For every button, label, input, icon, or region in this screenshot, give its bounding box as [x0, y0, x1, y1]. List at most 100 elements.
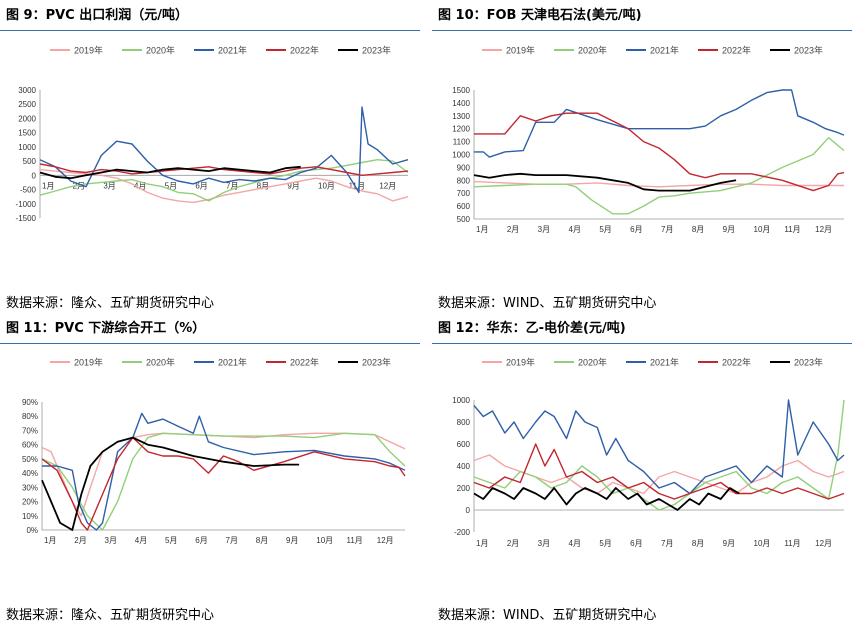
x-tick-label: 8月 — [692, 225, 704, 234]
x-tick-label: 7月 — [661, 539, 673, 548]
x-tick-label: 5月 — [165, 181, 177, 190]
x-tick-label: 1月 — [42, 181, 54, 190]
x-tick-label: 12月 — [377, 536, 394, 545]
y-tick-label: 500 — [457, 215, 471, 224]
x-tick-label: 2月 — [507, 225, 519, 234]
y-tick-label: -1500 — [16, 214, 37, 223]
chart-plot: 2019年 2020年 2021年 2022年 2023年 1500 1400 1300 120… — [452, 45, 845, 234]
x-tick-label: 1月 — [476, 225, 488, 234]
x-tick-label: 12月 — [815, 225, 832, 234]
y-tick-label: -200 — [454, 528, 471, 537]
chart-source: 数据来源：隆众、五矿期货研究中心 — [6, 296, 215, 311]
series-line — [41, 436, 300, 531]
y-tick-label: 70% — [22, 426, 38, 435]
legend-label: 2021年 — [650, 357, 679, 368]
chart-source: 数据来源：WIND、五矿期货研究中心 — [438, 608, 657, 623]
x-tick-label: 5月 — [599, 225, 611, 234]
x-tick-label: 2月 — [74, 536, 86, 545]
series-line — [474, 112, 845, 192]
x-tick-label: 6月 — [195, 181, 207, 190]
legend-label: 2019年 — [74, 45, 103, 56]
y-tick-label: 800 — [457, 176, 471, 185]
x-tick-label: 7月 — [226, 536, 238, 545]
y-tick-label: 40% — [22, 469, 38, 478]
chart-source: 数据来源：WIND、五矿期货研究中心 — [438, 296, 657, 311]
series-line — [39, 163, 409, 177]
series-line — [473, 487, 740, 511]
y-tick-label: -500 — [20, 186, 37, 195]
series-line — [473, 399, 845, 495]
y-tick-label: 20% — [22, 498, 38, 507]
x-tick-label: 4月 — [569, 225, 581, 234]
legend-label: 2019年 — [74, 357, 103, 368]
chart-title: 图 11：PVC 下游综合开工（%） — [6, 321, 206, 336]
y-tick-label: 400 — [457, 462, 471, 471]
y-tick-label: 1100 — [453, 138, 471, 147]
y-tick-label: 10% — [22, 512, 38, 521]
x-tick-label: 9月 — [287, 181, 299, 190]
x-tick-label: 7月 — [226, 181, 238, 190]
series-line — [41, 436, 406, 531]
x-tick-label: 6月 — [630, 539, 642, 548]
series-line — [39, 165, 301, 180]
x-tick-label: 10月 — [318, 181, 335, 190]
y-tick-label: 0 — [466, 506, 471, 515]
chart-title: 图 12：华东：乙-电价差(元/吨) — [438, 321, 626, 336]
title-divider — [432, 343, 852, 344]
y-tick-label: 1000 — [452, 151, 470, 160]
y-tick-label: 60% — [22, 441, 38, 450]
series-line — [473, 399, 845, 511]
chart-plot: 2019年 2020年 2021年 2022年 2023年 3000 2500 2000 150… — [16, 45, 409, 223]
x-tick-label: 5月 — [165, 536, 177, 545]
y-tick-label: 50% — [22, 455, 38, 464]
x-tick-label: 4月 — [134, 181, 146, 190]
chart-plot: 2019年 2020年 2021年 2022年 2023年 1000 800 600 400 20… — [452, 357, 845, 548]
legend-label: 2019年 — [506, 357, 535, 368]
x-tick-label: 10月 — [754, 225, 771, 234]
series-line — [473, 172, 737, 192]
series-line — [473, 136, 845, 215]
x-tick-label: 8月 — [256, 536, 268, 545]
legend-label: 2023年 — [362, 357, 391, 368]
x-tick-label: 1月 — [44, 536, 56, 545]
x-tick-label: 9月 — [723, 539, 735, 548]
x-tick-label: 8月 — [257, 181, 269, 190]
y-tick-label: 2000 — [18, 114, 36, 123]
x-tick-label: 11月 — [349, 181, 365, 190]
x-tick-label: 9月 — [286, 536, 298, 545]
y-tick-label: 900 — [457, 163, 471, 172]
x-tick-label: 9月 — [723, 225, 735, 234]
legend-label: 2022年 — [290, 45, 319, 56]
series-line — [41, 432, 406, 531]
chart-panel-4: 图 12：华东：乙-电价差(元/吨) 2019年 2020年 2021年 2022年 2… — [432, 313, 852, 626]
x-tick-label: 4月 — [569, 539, 581, 548]
chart-panel-2: 图 10：FOB 天津电石法(美元/吨) 2019年 2020年 2021年 2022… — [432, 0, 852, 313]
y-tick-label: 200 — [457, 484, 471, 493]
y-tick-label: 0% — [26, 526, 38, 535]
series-line — [39, 158, 409, 202]
x-tick-label: 3月 — [103, 181, 115, 190]
y-tick-label: 800 — [457, 418, 471, 427]
chart-panel-3: 图 11：PVC 下游综合开工（%） 2019年 2020年 2021年 2022年 2… — [0, 313, 420, 626]
y-tick-label: 600 — [457, 440, 471, 449]
y-tick-label: 1200 — [452, 125, 470, 134]
legend-label: 2023年 — [794, 357, 823, 368]
y-tick-label: 500 — [23, 157, 37, 166]
series-line — [41, 432, 406, 517]
x-tick-label: 3月 — [105, 536, 117, 545]
y-tick-label: 1300 — [452, 112, 470, 121]
x-tick-label: 2月 — [507, 539, 519, 548]
series-line — [474, 89, 845, 158]
title-divider — [432, 30, 852, 31]
chart-plot: 2019年 2020年 2021年 2022年 2023年 90% 80% 70% 60% 50%… — [22, 357, 406, 545]
chart-source: 数据来源：隆众、五矿期货研究中心 — [6, 608, 215, 623]
legend-label: 2019年 — [506, 45, 535, 56]
chart-title: 图 9：PVC 出口利润（元/吨） — [6, 8, 188, 23]
legend-label: 2020年 — [578, 45, 607, 56]
x-tick-label: 11月 — [784, 539, 800, 548]
x-tick-label: 12月 — [815, 539, 832, 548]
y-tick-label: 1400 — [452, 99, 470, 108]
y-tick-label: 1500 — [18, 129, 36, 138]
x-tick-label: 6月 — [630, 225, 642, 234]
legend-label: 2022年 — [290, 357, 319, 368]
